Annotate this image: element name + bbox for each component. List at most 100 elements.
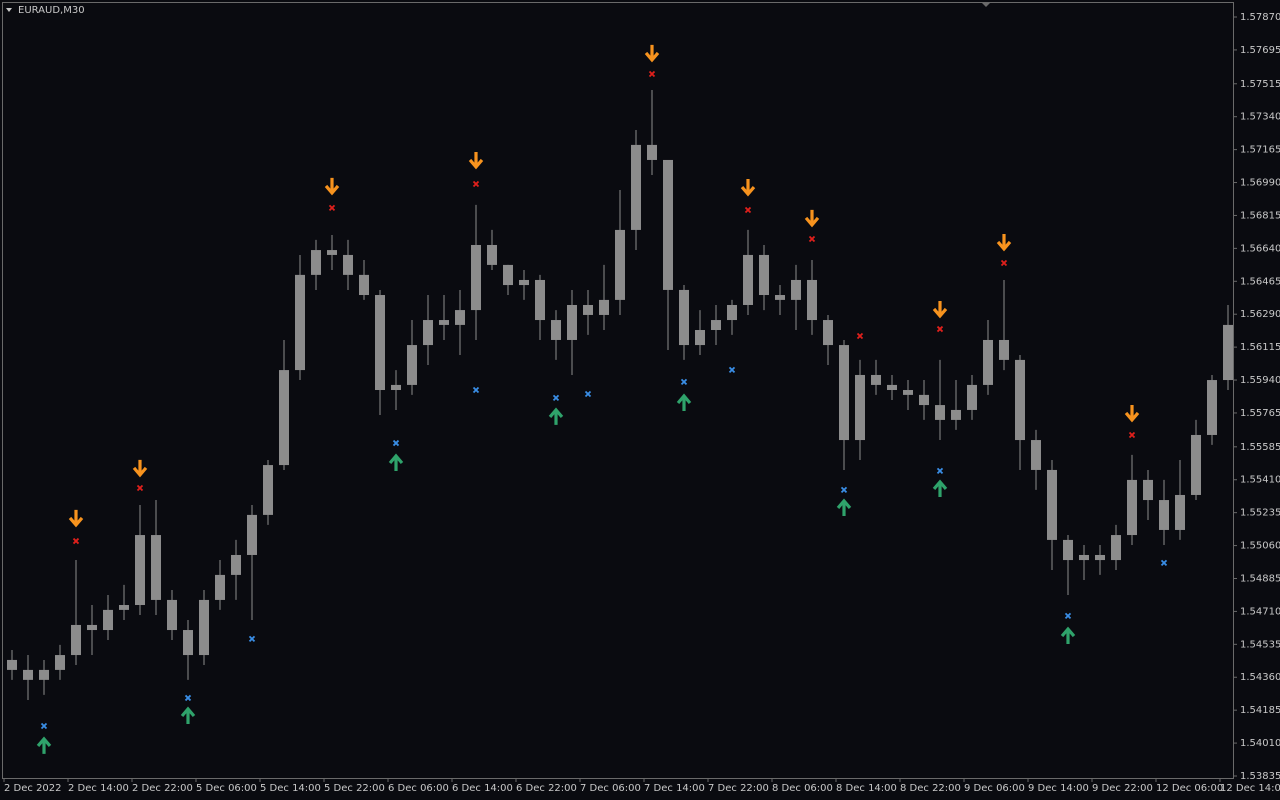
- candle-body: [247, 514, 257, 555]
- y-tick-label: 1.56640: [1240, 243, 1280, 254]
- signal-down-arrow: [740, 179, 756, 197]
- signal-cross: [648, 70, 656, 78]
- signal-cross: [1128, 431, 1136, 439]
- y-tick-label: 1.56990: [1240, 178, 1280, 189]
- y-tick-label: 1.55410: [1240, 475, 1280, 486]
- candle-body: [391, 384, 401, 391]
- candle-body: [135, 535, 145, 606]
- candle-body: [583, 304, 593, 315]
- candle-body: [631, 144, 641, 230]
- signal-cross: [1064, 612, 1072, 620]
- candle-body: [791, 279, 801, 300]
- candle-body: [999, 339, 1009, 360]
- signal-up-arrow: [676, 393, 692, 411]
- candle-body: [1095, 554, 1105, 561]
- candle-body: [327, 250, 337, 255]
- signal-up-arrow: [932, 479, 948, 497]
- candle-body: [55, 655, 65, 670]
- signal-up-arrow: [1060, 626, 1076, 645]
- candle-body: [375, 295, 385, 391]
- candle-body: [1047, 469, 1057, 540]
- plot-frame: [2, 2, 1234, 779]
- y-tick-label: 1.54710: [1240, 606, 1280, 617]
- candle-body: [887, 384, 897, 391]
- candle-body: [647, 144, 657, 160]
- signal-cross: [472, 180, 480, 188]
- candle-body: [823, 320, 833, 346]
- candle-body: [935, 405, 945, 420]
- candle-body: [1207, 380, 1217, 435]
- candle-body: [39, 669, 49, 680]
- signal-cross: [248, 635, 256, 643]
- candle-body: [695, 330, 705, 346]
- candle-body: [519, 279, 529, 286]
- chart-shift-marker[interactable]: [982, 3, 990, 7]
- signal-up-arrow: [36, 736, 52, 754]
- candle-body: [1031, 440, 1041, 470]
- signal-cross: [472, 386, 480, 394]
- candle-body: [727, 304, 737, 321]
- candle-body: [1143, 479, 1153, 501]
- candle-body: [871, 374, 881, 385]
- signal-cross: [552, 394, 560, 402]
- signal-down-arrow: [996, 233, 1012, 252]
- candle-body: [471, 244, 481, 311]
- signal-cross: [680, 378, 688, 386]
- candle-body: [183, 630, 193, 656]
- x-tick-label: 7 Dec 22:00: [708, 783, 769, 794]
- candle-body: [839, 345, 849, 441]
- candle-body: [423, 320, 433, 346]
- candle-body: [1223, 324, 1233, 381]
- symbol-menu-icon[interactable]: [6, 8, 12, 12]
- signal-cross: [936, 467, 944, 475]
- candle-body: [103, 609, 113, 631]
- y-tick-label: 1.55060: [1240, 541, 1280, 552]
- signal-down-arrow: [68, 509, 84, 528]
- candle-body: [503, 264, 513, 286]
- candle-body: [7, 659, 17, 670]
- y-tick-label: 1.57515: [1240, 79, 1280, 90]
- signal-cross: [136, 484, 144, 492]
- signal-cross: [728, 366, 736, 374]
- candle-body: [1127, 479, 1137, 536]
- signal-down-arrow: [1124, 404, 1140, 423]
- signal-up-arrow: [548, 407, 564, 425]
- candle-body: [919, 394, 929, 406]
- candle-body: [1175, 494, 1185, 530]
- candle-body: [231, 554, 241, 575]
- candle-body: [1063, 539, 1073, 561]
- signal-cross: [840, 486, 848, 494]
- candle-body: [439, 320, 449, 325]
- candle-body: [807, 279, 817, 321]
- signal-down-arrow: [324, 177, 340, 196]
- x-tick-label: 6 Dec 06:00: [388, 783, 449, 794]
- x-tick-label: 9 Dec 14:00: [1028, 783, 1089, 794]
- x-tick-label: 6 Dec 14:00: [452, 783, 513, 794]
- signal-cross: [1000, 259, 1008, 267]
- candle-body: [407, 345, 417, 385]
- x-tick-label: 8 Dec 06:00: [772, 783, 833, 794]
- candle-body: [903, 390, 913, 395]
- signal-cross: [40, 722, 48, 730]
- signal-cross: [744, 206, 752, 214]
- candle-body: [487, 244, 497, 265]
- candle-body: [71, 624, 81, 656]
- candle-body: [295, 274, 305, 371]
- candle-body: [279, 370, 289, 466]
- candle-body: [1079, 554, 1089, 561]
- candle-body: [311, 250, 321, 275]
- candle-body: [951, 409, 961, 420]
- x-tick-label: 7 Dec 14:00: [644, 783, 705, 794]
- y-tick-label: 1.54885: [1240, 573, 1280, 584]
- candle-body: [263, 465, 273, 515]
- signal-up-arrow: [388, 453, 404, 471]
- candle-body: [983, 339, 993, 385]
- y-tick-label: 1.56815: [1240, 210, 1280, 221]
- x-tick-label: 5 Dec 06:00: [196, 783, 257, 794]
- y-tick-label: 1.57695: [1240, 45, 1280, 56]
- x-tick-label: 7 Dec 06:00: [580, 783, 641, 794]
- candle-body: [87, 624, 97, 631]
- candle-body: [567, 304, 577, 340]
